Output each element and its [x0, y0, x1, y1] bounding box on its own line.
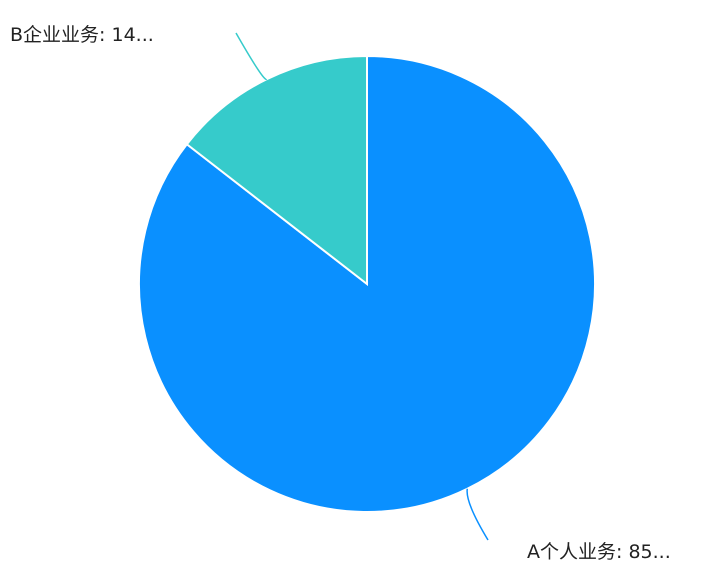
leader-line-a [466, 488, 489, 541]
slice-label-b: B企业业务: 14... [10, 24, 154, 46]
leader-line-b [235, 32, 268, 81]
pie-slice-a[interactable] [138, 54, 596, 513]
slice-labels: A个人业务: 85... B企业业务: 14... [10, 24, 671, 563]
leader-lines [235, 32, 489, 541]
slice-label-a: A个人业务: 85... [527, 541, 671, 563]
pie-slices [138, 54, 596, 513]
